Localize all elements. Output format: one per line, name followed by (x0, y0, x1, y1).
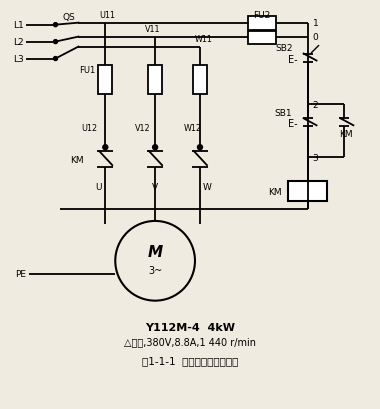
Text: W: W (203, 182, 211, 191)
Bar (248, 31, 276, 45)
Text: SB1: SB1 (275, 108, 293, 117)
Bar (193, 65, 207, 95)
Text: W11: W11 (195, 35, 213, 44)
Circle shape (54, 57, 57, 61)
Circle shape (153, 145, 158, 151)
Text: E-: E- (288, 54, 297, 64)
Text: M: M (147, 245, 163, 260)
Text: L2: L2 (13, 38, 24, 47)
Text: V11: V11 (146, 25, 161, 34)
Text: 0: 0 (313, 33, 318, 42)
Circle shape (54, 24, 57, 27)
Text: FU2: FU2 (253, 11, 270, 20)
Text: KM: KM (70, 155, 83, 164)
Bar (98, 65, 112, 95)
Text: U11: U11 (99, 11, 115, 20)
Text: W12: W12 (184, 124, 202, 133)
Text: E-: E- (288, 119, 297, 129)
Text: 3: 3 (313, 153, 318, 162)
Text: FU1: FU1 (79, 66, 95, 75)
Text: V12: V12 (135, 124, 150, 133)
Text: L3: L3 (13, 55, 24, 64)
Text: KM: KM (268, 187, 282, 196)
Text: QS: QS (62, 13, 75, 22)
Text: U12: U12 (81, 124, 97, 133)
Text: U: U (95, 182, 101, 191)
Circle shape (54, 40, 57, 45)
Text: △接法,380V,8.8A,1 440 r/min: △接法,380V,8.8A,1 440 r/min (124, 337, 256, 347)
Text: 图1-1-1  接触器自锁控制线路: 图1-1-1 接触器自锁控制线路 (142, 355, 238, 366)
Text: V: V (152, 182, 158, 191)
Circle shape (103, 145, 108, 151)
Text: 2: 2 (313, 101, 318, 110)
Text: PE: PE (16, 270, 27, 279)
Text: KM: KM (340, 129, 353, 138)
Text: 1: 1 (313, 19, 318, 28)
Text: 3~: 3~ (148, 265, 162, 275)
Bar (248, 17, 276, 31)
Text: SB2: SB2 (275, 44, 292, 53)
Text: L1: L1 (13, 21, 24, 30)
Text: Y112M-4  4kW: Y112M-4 4kW (145, 322, 235, 332)
Bar (148, 65, 162, 95)
Bar (288, 182, 328, 202)
Circle shape (198, 145, 203, 151)
